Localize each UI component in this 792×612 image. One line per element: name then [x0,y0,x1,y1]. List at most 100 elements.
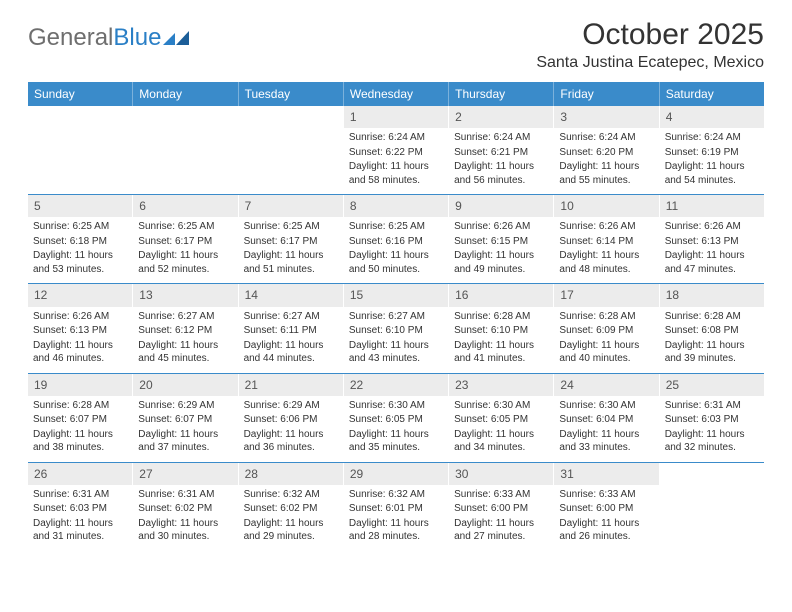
sunrise-line: Sunrise: 6:26 AM [454,220,548,234]
sunrise-line: Sunrise: 6:30 AM [454,399,548,413]
week-row: 26Sunrise: 6:31 AMSunset: 6:03 PMDayligh… [28,462,764,551]
day-2: 2Sunrise: 6:24 AMSunset: 6:21 PMDaylight… [448,106,553,194]
sunrise-line: Sunrise: 6:28 AM [33,399,127,413]
sunrise-line: Sunrise: 6:30 AM [559,399,653,413]
day-9: 9Sunrise: 6:26 AMSunset: 6:15 PMDaylight… [448,195,553,283]
brand-logo: GeneralBlue [28,18,191,52]
day-body: Sunrise: 6:24 AMSunset: 6:19 PMDaylight:… [660,131,764,187]
sunset-line: Sunset: 6:02 PM [244,502,338,516]
weeks-container: ...1Sunrise: 6:24 AMSunset: 6:22 PMDayli… [28,106,764,551]
daylight-line: Daylight: 11 hours and 44 minutes. [244,339,338,366]
day-body: Sunrise: 6:25 AMSunset: 6:17 PMDaylight:… [239,220,343,276]
day-28: 28Sunrise: 6:32 AMSunset: 6:02 PMDayligh… [238,463,343,551]
day-23: 23Sunrise: 6:30 AMSunset: 6:05 PMDayligh… [448,374,553,462]
daylight-line: Daylight: 11 hours and 43 minutes. [349,339,443,366]
day-15: 15 Sunrise: 6:27 AMSunset: 6:10 PMDayligh… [343,284,448,372]
day-body: Sunrise: 6:27 AMSunset: 6:10 PMDaylight:… [344,310,448,366]
sunrise-line: Sunrise: 6:27 AM [244,310,338,324]
daylight-line: Daylight: 11 hours and 52 minutes. [138,249,232,276]
day-body: Sunrise: 6:28 AMSunset: 6:09 PMDaylight:… [554,310,658,366]
day-body: Sunrise: 6:28 AMSunset: 6:07 PMDaylight:… [28,399,132,455]
sunset-line: Sunset: 6:18 PM [33,235,127,249]
sunrise-line: Sunrise: 6:28 AM [665,310,759,324]
day-number: 26 [28,463,132,485]
daylight-line: Daylight: 11 hours and 35 minutes. [349,428,443,455]
sunset-line: Sunset: 6:04 PM [559,413,653,427]
day-17: 17 Sunrise: 6:28 AMSunset: 6:09 PMDayligh… [553,284,658,372]
daylight-line: Daylight: 11 hours and 45 minutes. [138,339,232,366]
sunrise-line: Sunrise: 6:25 AM [138,220,232,234]
day-number: 28 [239,463,343,485]
sunrise-line: Sunrise: 6:26 AM [33,310,127,324]
day-number: 20 [133,374,237,396]
sunset-line: Sunset: 6:02 PM [138,502,232,516]
day-empty: . [238,106,343,194]
day-number: 14 [239,284,343,306]
daylight-line: Daylight: 11 hours and 31 minutes. [33,517,127,544]
daylight-line: Daylight: 11 hours and 56 minutes. [454,160,548,187]
day-number: 30 [449,463,553,485]
sunset-line: Sunset: 6:21 PM [454,146,548,160]
sunrise-line: Sunrise: 6:33 AM [454,488,548,502]
day-body: Sunrise: 6:25 AMSunset: 6:16 PMDaylight:… [344,220,448,276]
sunset-line: Sunset: 6:11 PM [244,324,338,338]
day-4: 4Sunrise: 6:24 AMSunset: 6:19 PMDaylight… [659,106,764,194]
weekday-friday: Friday [554,82,659,106]
sunrise-line: Sunrise: 6:27 AM [138,310,232,324]
day-body: Sunrise: 6:33 AMSunset: 6:00 PMDaylight:… [554,488,658,544]
sunset-line: Sunset: 6:13 PM [665,235,759,249]
day-number: 2 [449,106,553,128]
day-11: 11Sunrise: 6:26 AMSunset: 6:13 PMDayligh… [659,195,764,283]
day-number: 31 [554,463,658,485]
day-21: 21Sunrise: 6:29 AMSunset: 6:06 PMDayligh… [238,374,343,462]
day-number: 23 [449,374,553,396]
weekday-sunday: Sunday [28,82,133,106]
day-31: 31 Sunrise: 6:33 AMSunset: 6:00 PMDayligh… [553,463,658,551]
daylight-line: Daylight: 11 hours and 28 minutes. [349,517,443,544]
sunset-line: Sunset: 6:06 PM [244,413,338,427]
daylight-line: Daylight: 11 hours and 50 minutes. [349,249,443,276]
sunrise-line: Sunrise: 6:32 AM [244,488,338,502]
day-22: 22Sunrise: 6:30 AMSunset: 6:05 PMDayligh… [343,374,448,462]
day-14: 14 Sunrise: 6:27 AMSunset: 6:11 PMDayligh… [238,284,343,372]
daylight-line: Daylight: 11 hours and 30 minutes. [138,517,232,544]
day-body: Sunrise: 6:31 AMSunset: 6:02 PMDaylight:… [133,488,237,544]
day-number: 19 [28,374,132,396]
day-number: 16 [449,284,553,306]
day-number: 15 [344,284,448,306]
day-empty: . [28,106,132,194]
day-7: 7 Sunrise: 6:25 AMSunset: 6:17 PMDaylight… [238,195,343,283]
day-number: 29 [344,463,448,485]
day-number: 18 [660,284,764,306]
day-number: 8 [344,195,448,217]
sunset-line: Sunset: 6:10 PM [349,324,443,338]
day-16: 16Sunrise: 6:28 AMSunset: 6:10 PMDayligh… [448,284,553,372]
day-body: Sunrise: 6:27 AMSunset: 6:11 PMDaylight:… [239,310,343,366]
day-25: 25Sunrise: 6:31 AMSunset: 6:03 PMDayligh… [659,374,764,462]
calendar: SundayMondayTuesdayWednesdayThursdayFrid… [28,82,764,551]
sunrise-line: Sunrise: 6:28 AM [559,310,653,324]
week-row: 5Sunrise: 6:25 AMSunset: 6:18 PMDaylight… [28,194,764,283]
daylight-line: Daylight: 11 hours and 27 minutes. [454,517,548,544]
sunset-line: Sunset: 6:09 PM [559,324,653,338]
daylight-line: Daylight: 11 hours and 53 minutes. [33,249,127,276]
sunset-line: Sunset: 6:12 PM [138,324,232,338]
day-body: Sunrise: 6:25 AMSunset: 6:18 PMDaylight:… [28,220,132,276]
day-number: 17 [554,284,658,306]
daylight-line: Daylight: 11 hours and 33 minutes. [559,428,653,455]
sunset-line: Sunset: 6:08 PM [665,324,759,338]
sunset-line: Sunset: 6:10 PM [454,324,548,338]
sunset-line: Sunset: 6:15 PM [454,235,548,249]
day-3: 3Sunrise: 6:24 AMSunset: 6:20 PMDaylight… [553,106,658,194]
weekday-header: SundayMondayTuesdayWednesdayThursdayFrid… [28,82,764,106]
sunset-line: Sunset: 6:20 PM [559,146,653,160]
day-body: Sunrise: 6:29 AMSunset: 6:07 PMDaylight:… [133,399,237,455]
day-empty: . [132,106,237,194]
sunset-line: Sunset: 6:05 PM [349,413,443,427]
daylight-line: Daylight: 11 hours and 48 minutes. [559,249,653,276]
day-19: 19 Sunrise: 6:28 AMSunset: 6:07 PMDayligh… [28,374,132,462]
day-20: 20 Sunrise: 6:29 AMSunset: 6:07 PMDayligh… [132,374,237,462]
day-number: 7 [239,195,343,217]
daylight-line: Daylight: 11 hours and 36 minutes. [244,428,338,455]
day-12: 12Sunrise: 6:26 AMSunset: 6:13 PMDayligh… [28,284,132,372]
